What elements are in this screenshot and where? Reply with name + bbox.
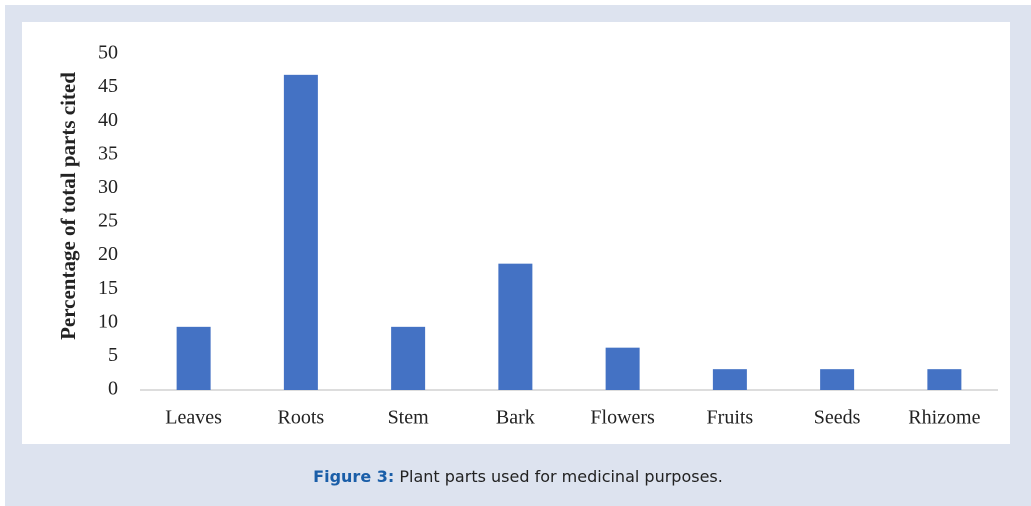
bar <box>820 369 855 390</box>
bar <box>605 347 640 390</box>
x-tick-label: Leaves <box>165 407 222 429</box>
y-tick-label: 50 <box>98 42 118 64</box>
caption: Figure 3: Plant parts used for medicinal… <box>5 467 1031 486</box>
chart: Percentage of total parts cited 0 5 10 15 20… <box>22 22 1010 444</box>
x-tick-label: Rhizome <box>908 407 980 429</box>
y-tick-label: 10 <box>98 310 118 332</box>
y-tick-label: 40 <box>98 109 118 131</box>
bar <box>498 263 533 390</box>
caption-text: Plant parts used for medicinal purposes. <box>399 467 723 486</box>
page: Percentage of total parts cited 0 5 10 15 20… <box>5 5 1031 506</box>
y-tick-label: 30 <box>98 176 118 198</box>
y-tick-label: 0 <box>108 378 118 400</box>
bar <box>927 369 962 390</box>
y-tick-label: 35 <box>98 142 118 164</box>
x-tick-label: Roots <box>278 407 325 429</box>
y-tick-label: 5 <box>108 344 118 366</box>
caption-label: Figure 3: <box>313 467 395 486</box>
y-tick-label: 25 <box>98 210 118 232</box>
x-tick-label: Fruits <box>707 407 754 429</box>
y-tick-label: 20 <box>98 243 118 265</box>
x-tick-label: Stem <box>388 407 430 429</box>
x-tick-label: Flowers <box>590 407 655 429</box>
bar <box>176 326 211 390</box>
x-tick-label: Seeds <box>814 407 861 429</box>
bar <box>712 369 747 390</box>
bar <box>391 326 426 390</box>
x-tick-label: Bark <box>496 407 535 429</box>
y-axis-label: Percentage of total parts cited <box>56 72 80 340</box>
bar <box>283 74 318 390</box>
y-tick-label: 15 <box>98 277 118 299</box>
y-tick-label: 45 <box>98 75 118 97</box>
